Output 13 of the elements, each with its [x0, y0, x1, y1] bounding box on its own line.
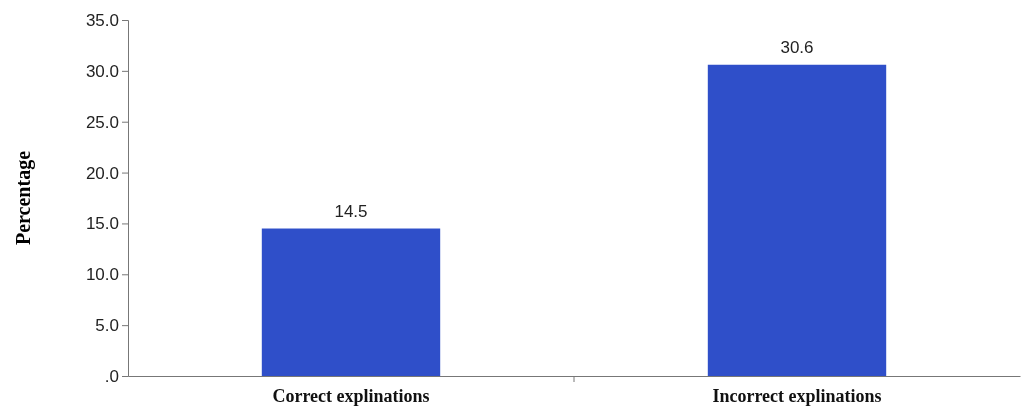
- x-tick-label: Incorrect explinations: [712, 386, 882, 407]
- y-tick-label: 30.0: [85, 61, 119, 81]
- y-tick-label: 10.0: [85, 265, 119, 285]
- y-axis-title: Percentage: [12, 150, 35, 246]
- y-tick-label: 25.0: [85, 112, 119, 132]
- y-tick-label: 5.0: [95, 316, 119, 336]
- data-label: 30.6: [780, 37, 814, 57]
- y-tick-label: 20.0: [85, 163, 119, 183]
- x-tick-label: Correct explinations: [272, 386, 430, 407]
- data-label: 14.5: [334, 201, 368, 221]
- y-tick-label: 35.0: [85, 10, 119, 30]
- y-tick-label: 15.0: [85, 214, 119, 234]
- y-tick-label: .0: [104, 366, 119, 386]
